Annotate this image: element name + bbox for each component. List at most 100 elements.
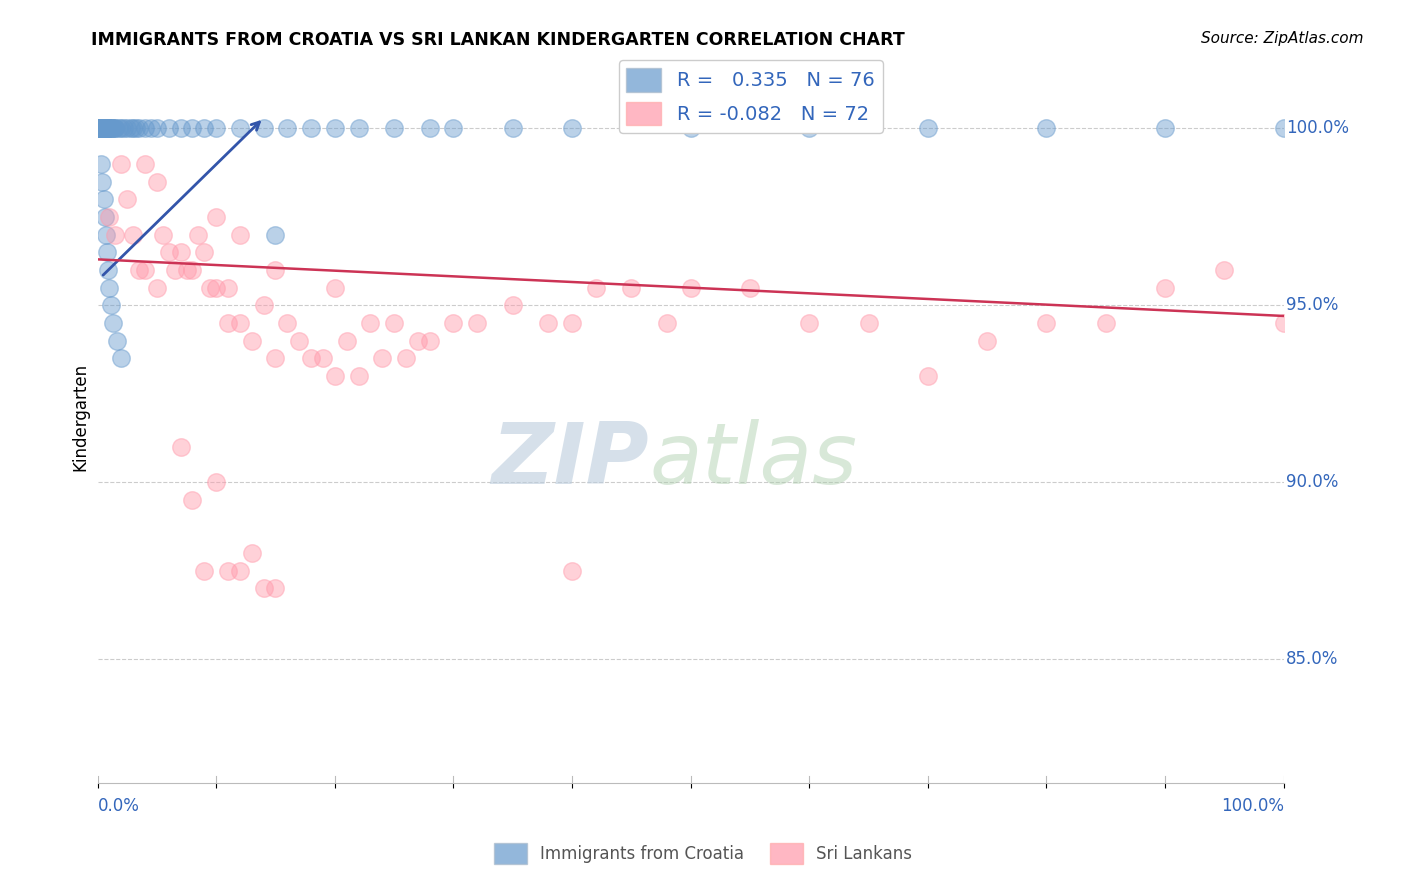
Point — [94, 227, 117, 242]
Point — [146, 121, 169, 136]
Point — [100, 298, 122, 312]
Point — [347, 369, 370, 384]
Point — [229, 564, 252, 578]
Point — [101, 121, 124, 136]
Point — [347, 121, 370, 136]
Point — [134, 263, 156, 277]
Point — [465, 316, 488, 330]
Point — [97, 263, 120, 277]
Point — [96, 245, 118, 260]
Point — [395, 351, 418, 366]
Point — [240, 546, 263, 560]
Point — [163, 263, 186, 277]
Point — [108, 121, 131, 136]
Point — [336, 334, 359, 348]
Point — [169, 121, 191, 136]
Legend: R =   0.335   N = 76, R = -0.082   N = 72: R = 0.335 N = 76, R = -0.082 N = 72 — [619, 61, 883, 133]
Point — [276, 316, 298, 330]
Y-axis label: Kindergarten: Kindergarten — [72, 363, 89, 471]
Point — [1035, 316, 1057, 330]
Point — [264, 227, 287, 242]
Point — [93, 121, 115, 136]
Point — [187, 227, 209, 242]
Point — [110, 121, 132, 136]
Point — [91, 175, 114, 189]
Point — [181, 121, 204, 136]
Point — [502, 121, 524, 136]
Text: 100.0%: 100.0% — [1286, 120, 1348, 137]
Point — [502, 298, 524, 312]
Point — [169, 245, 191, 260]
Point — [89, 121, 111, 136]
Text: 0.0%: 0.0% — [97, 797, 139, 815]
Point — [104, 121, 127, 136]
Point — [252, 582, 274, 596]
Point — [115, 192, 138, 206]
Point — [90, 157, 112, 171]
Point — [98, 121, 121, 136]
Point — [312, 351, 335, 366]
Point — [240, 334, 263, 348]
Point — [1213, 263, 1236, 277]
Text: 95.0%: 95.0% — [1286, 296, 1339, 314]
Point — [1154, 121, 1177, 136]
Point — [561, 564, 583, 578]
Point — [229, 121, 252, 136]
Point — [110, 157, 132, 171]
Point — [419, 121, 441, 136]
Point — [98, 121, 121, 136]
Point — [122, 121, 145, 136]
Point — [561, 121, 583, 136]
Point — [193, 564, 215, 578]
Point — [441, 316, 464, 330]
Point — [205, 475, 228, 490]
Point — [181, 492, 204, 507]
Text: Source: ZipAtlas.com: Source: ZipAtlas.com — [1201, 31, 1364, 46]
Point — [264, 263, 287, 277]
Point — [620, 280, 643, 294]
Point — [98, 121, 121, 136]
Point — [655, 316, 678, 330]
Point — [146, 175, 169, 189]
Point — [93, 121, 115, 136]
Point — [101, 121, 124, 136]
Point — [371, 351, 394, 366]
Point — [89, 121, 111, 136]
Point — [217, 564, 239, 578]
Point — [1154, 280, 1177, 294]
Point — [134, 157, 156, 171]
Point — [91, 121, 114, 136]
Point — [87, 121, 110, 136]
Text: 100.0%: 100.0% — [1220, 797, 1284, 815]
Point — [93, 121, 115, 136]
Point — [1272, 121, 1295, 136]
Point — [105, 334, 128, 348]
Point — [104, 227, 127, 242]
Point — [94, 121, 117, 136]
Point — [96, 121, 118, 136]
Point — [152, 227, 174, 242]
Text: atlas: atlas — [650, 419, 858, 502]
Point — [323, 121, 346, 136]
Point — [217, 280, 239, 294]
Point — [93, 210, 115, 224]
Point — [299, 121, 322, 136]
Point — [288, 334, 311, 348]
Point — [146, 280, 169, 294]
Point — [120, 121, 142, 136]
Point — [679, 121, 702, 136]
Point — [176, 263, 198, 277]
Point — [87, 121, 110, 136]
Point — [738, 280, 761, 294]
Point — [205, 121, 228, 136]
Point — [382, 121, 405, 136]
Point — [94, 121, 117, 136]
Point — [157, 121, 180, 136]
Point — [561, 316, 583, 330]
Point — [124, 121, 146, 136]
Point — [128, 121, 150, 136]
Point — [101, 121, 124, 136]
Point — [917, 369, 939, 384]
Point — [98, 210, 121, 224]
Point — [441, 121, 464, 136]
